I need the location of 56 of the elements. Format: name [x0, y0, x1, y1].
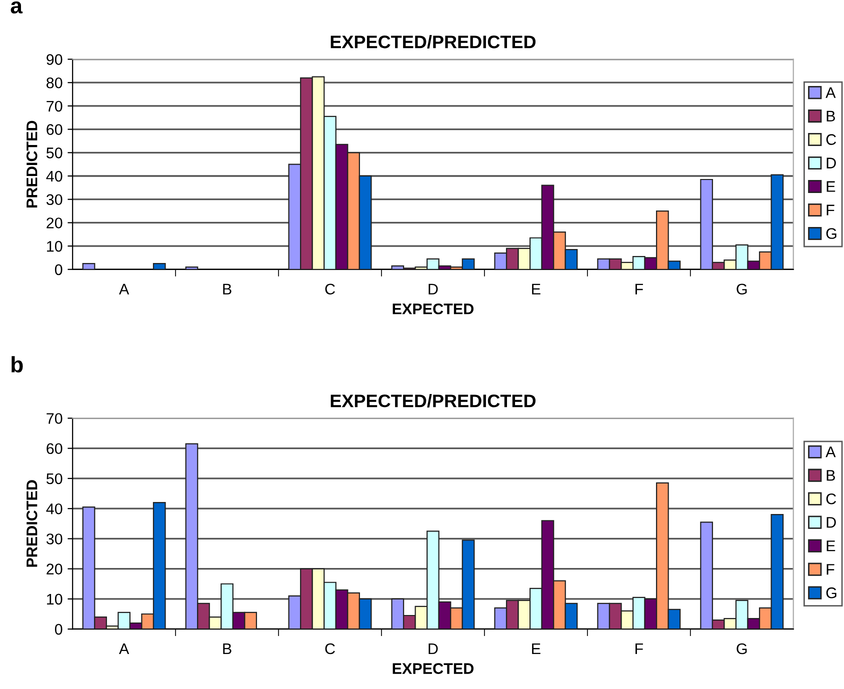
x-axis-title: EXPECTED	[392, 303, 474, 314]
x-tick-label: D	[428, 644, 438, 654]
legend-label: G	[826, 228, 836, 239]
x-tick-label: F	[635, 284, 643, 294]
y-tick-label: 50	[46, 148, 62, 158]
legend-label: E	[826, 181, 836, 192]
y-tick-label: 60	[46, 124, 62, 135]
legend-label: G	[826, 587, 836, 598]
legend-label: E	[826, 540, 836, 552]
y-tick-label: 40	[46, 170, 62, 182]
y-tick-label: 60	[46, 443, 62, 454]
x-tick-label: C	[325, 643, 335, 654]
bar	[82, 263, 96, 270]
x-axis-title: EXPECTED	[392, 663, 474, 674]
legend-label: A	[826, 87, 836, 98]
legend-label: B	[826, 470, 835, 481]
y-tick-label: 30	[46, 194, 62, 206]
legend-label: D	[826, 158, 836, 168]
legend-label: F	[826, 204, 834, 216]
y-tick-label: 0	[54, 264, 62, 276]
x-tick-label: G	[736, 643, 747, 654]
chart-title: EXPECTED/PREDICTED	[330, 35, 536, 49]
legend-label: B	[826, 110, 835, 122]
x-tick-label: E	[532, 644, 540, 654]
y-axis-title: PREDICTED	[26, 480, 38, 567]
x-tick-label: A	[119, 284, 130, 294]
bar	[152, 263, 166, 270]
legend-label: D	[826, 517, 836, 528]
y-tick-label: 40	[46, 503, 62, 514]
legend-label: A	[826, 446, 836, 458]
y-tick-label: 70	[46, 413, 62, 424]
y-tick-label: 10	[47, 594, 62, 605]
y-tick-label: 30	[46, 534, 62, 544]
y-tick-label: 20	[46, 218, 62, 228]
y-axis-title: PREDICTED	[26, 120, 38, 208]
y-tick-label: 20	[46, 564, 62, 575]
text: b	[12, 356, 23, 372]
x-tick-label: E	[532, 284, 540, 294]
legend-label: C	[826, 134, 836, 145]
x-tick-label: B	[223, 284, 232, 294]
x-tick-label: G	[736, 284, 747, 295]
x-tick-label: A	[119, 644, 130, 654]
x-tick-label: C	[325, 284, 335, 295]
legend-label: C	[826, 493, 836, 504]
y-tick-label: 70	[46, 100, 62, 112]
x-tick-label: F	[635, 644, 643, 654]
x-tick-label: B	[223, 644, 232, 654]
y-tick-label: 0	[54, 624, 62, 635]
y-tick-label: 50	[46, 473, 62, 484]
y-tick-label: 90	[46, 54, 62, 65]
x-tick-label: D	[428, 284, 438, 294]
chart-title: EXPECTED/PREDICTED	[330, 394, 536, 408]
legend-label: F	[826, 564, 834, 575]
y-tick-label: 80	[46, 77, 62, 88]
y-tick-label: 10	[47, 240, 62, 252]
text: a	[10, 1, 23, 14]
